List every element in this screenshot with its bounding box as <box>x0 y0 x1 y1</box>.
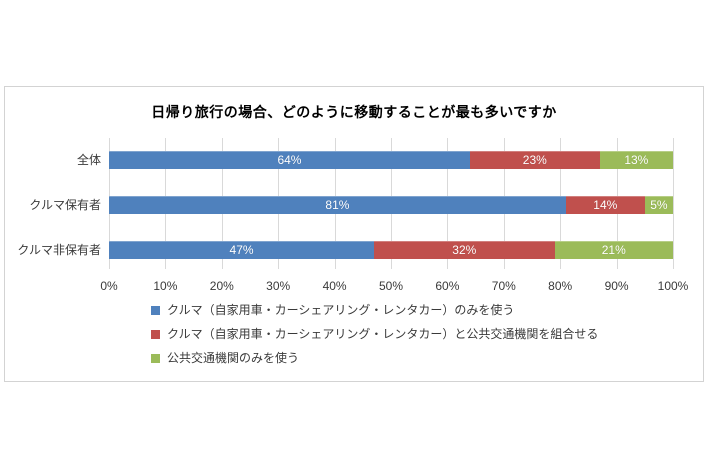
legend-swatch-icon <box>151 306 160 315</box>
chart-title: 日帰り旅行の場合、どのように移動することが最も多いですか <box>151 104 557 120</box>
x-tick-label: 50% <box>378 279 404 293</box>
legend-label: クルマ（自家用車・カーシェアリング・レンタカー）のみを使う <box>167 303 515 317</box>
category-label: 全体 <box>76 153 101 167</box>
data-label: 47% <box>229 243 254 257</box>
bar-segment: 23% <box>469 151 600 169</box>
gridline <box>673 138 674 269</box>
data-label: 21% <box>601 243 626 257</box>
bar-segment: 32% <box>374 241 555 259</box>
plot-area: 64% 23% 13% 81% 14% 5% 47% 32% 21% <box>109 138 674 269</box>
legend-label: 公共交通機関のみを使う <box>167 351 300 365</box>
data-label: 13% <box>624 153 649 167</box>
bar-row: 64% 23% 13% <box>109 151 673 169</box>
bar-segment: 14% <box>565 196 645 214</box>
bar-segment: 21% <box>554 241 673 259</box>
bar-segment: 5% <box>644 196 673 214</box>
bar-segment: 64% <box>109 151 470 169</box>
data-label: 64% <box>277 153 302 167</box>
legend-item: 公共交通機関のみを使う <box>151 351 598 366</box>
data-label: 23% <box>522 153 547 167</box>
category-label: クルマ非保有者 <box>17 243 101 257</box>
bar-segment: 47% <box>109 241 375 259</box>
x-tick-label: 0% <box>100 279 118 293</box>
bar-segment: 81% <box>109 196 566 214</box>
x-tick-label: 40% <box>322 279 347 293</box>
data-label: 5% <box>650 198 668 212</box>
x-tick-label: 60% <box>435 279 460 293</box>
legend-item: クルマ（自家用車・カーシェアリング・レンタカー）と公共交通機関を組合せる <box>151 327 598 342</box>
x-tick-label: 20% <box>209 279 234 293</box>
legend-swatch-icon <box>151 330 160 339</box>
data-label: 14% <box>593 198 618 212</box>
bar-segment: 13% <box>599 151 673 169</box>
x-tick-label: 70% <box>491 279 516 293</box>
legend: クルマ（自家用車・カーシェアリング・レンタカー）のみを使うクルマ（自家用車・カー… <box>151 303 598 366</box>
legend-item: クルマ（自家用車・カーシェアリング・レンタカー）のみを使う <box>151 303 598 318</box>
x-tick-label: 90% <box>604 279 629 293</box>
category-label: クルマ保有者 <box>29 198 101 212</box>
x-tick-label: 80% <box>548 279 573 293</box>
data-label: 32% <box>452 243 477 257</box>
chart-container: 日帰り旅行の場合、どのように移動することが最も多いですか 64% 23% 13% 81… <box>4 86 704 382</box>
legend-swatch-icon <box>151 354 160 363</box>
x-tick-label: 30% <box>266 279 291 293</box>
x-tick-label: 10% <box>153 279 178 293</box>
bar-row: 81% 14% 5% <box>109 196 673 214</box>
bar-row: 47% 32% 21% <box>109 241 673 259</box>
legend-label: クルマ（自家用車・カーシェアリング・レンタカー）と公共交通機関を組合せる <box>167 327 599 341</box>
x-tick-label: 100% <box>657 279 689 293</box>
data-label: 81% <box>325 198 350 212</box>
